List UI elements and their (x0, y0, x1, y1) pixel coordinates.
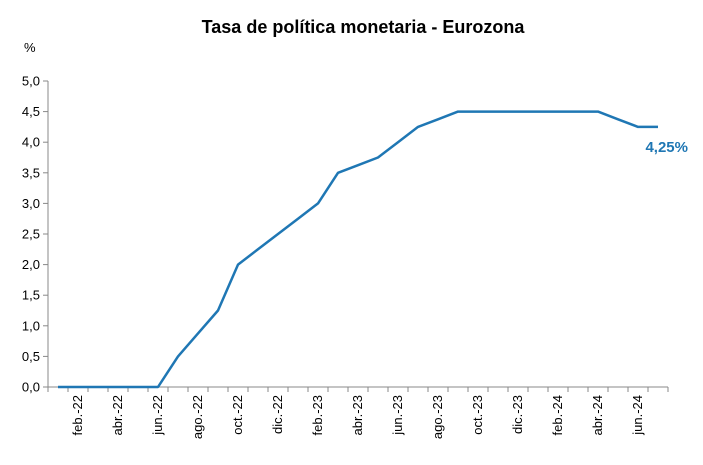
y-tick-label: 2,0 (22, 257, 40, 272)
x-tick-label: feb.-23 (310, 395, 325, 435)
y-tick-label: 1,5 (22, 288, 40, 303)
x-tick-label: oct.-23 (470, 395, 485, 435)
y-axis-unit-label: % (24, 40, 36, 55)
y-tick-label: 1,0 (22, 318, 40, 333)
y-tick-label: 5,0 (22, 74, 40, 89)
x-tick-label: feb.-24 (550, 395, 565, 435)
x-tick-label: jun.-24 (630, 395, 645, 436)
x-tick-labels: feb.-22 abr.-22 jun.-22 ago.-22 oct.-22 dic.-… (70, 395, 645, 439)
axes (43, 80, 669, 392)
x-tick-label: jun.-22 (150, 395, 165, 436)
series-line (58, 110, 658, 389)
y-tick-label: 2,5 (22, 227, 40, 242)
x-tick-label: abr.-23 (350, 395, 365, 435)
y-tick-label: 0,0 (22, 380, 40, 395)
x-tick-label: ago.-22 (190, 395, 205, 439)
x-tick-label: ago.-23 (430, 395, 445, 439)
x-tick-label: abr.-22 (110, 395, 125, 435)
x-tick-label: feb.-22 (70, 395, 85, 435)
y-tick-label: 4,5 (22, 104, 40, 119)
y-tick-label: 4,0 (22, 135, 40, 150)
end-value-annotation: 4,25% (645, 139, 688, 156)
y-tick-labels: 0,0 0,5 1,0 1,5 2,0 2,5 3,0 3,5 4,0 4,5 5,0 (22, 74, 40, 395)
series-group (58, 110, 658, 389)
x-tick-label: jun.-23 (390, 395, 405, 436)
x-tick-label: abr.-24 (590, 395, 605, 435)
chart-title: Tasa de política monetaria - Eurozona (202, 17, 526, 37)
x-tick-label: dic.-22 (270, 395, 285, 434)
x-tick-label: dic.-23 (510, 395, 525, 434)
x-tick-label: oct.-22 (230, 395, 245, 435)
y-tick-label: 0,5 (22, 349, 40, 364)
y-tick-label: 3,0 (22, 196, 40, 211)
y-tick-label: 3,5 (22, 165, 40, 180)
